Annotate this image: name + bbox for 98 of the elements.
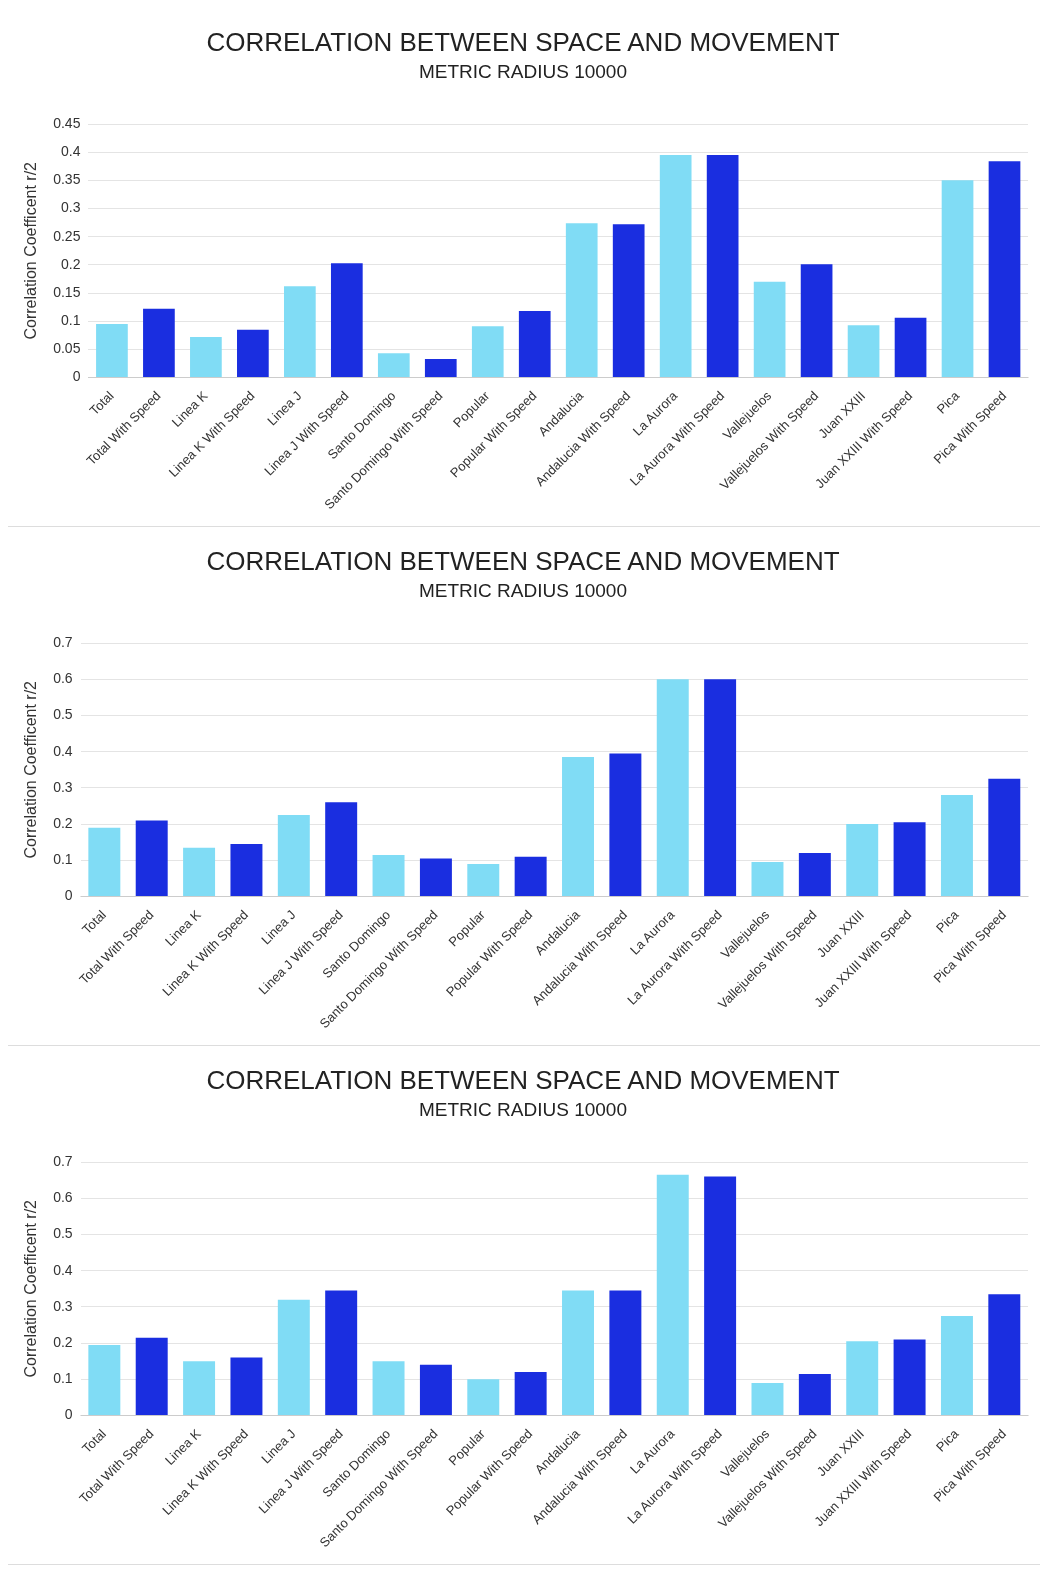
bar	[471, 326, 504, 378]
bar	[135, 1337, 168, 1416]
bar	[988, 161, 1021, 378]
bar	[893, 1339, 926, 1416]
y-axis-title: Correlation Coefficent r/2	[22, 1199, 40, 1378]
bar	[751, 862, 784, 897]
bar	[283, 286, 316, 378]
y-tick-label: 0.3	[53, 1297, 73, 1314]
bar	[372, 854, 405, 897]
bar	[325, 1290, 358, 1416]
y-tick-label: 0.1	[53, 851, 73, 868]
bar	[562, 1290, 594, 1416]
y-tick-label: 0.35	[53, 171, 81, 188]
chart-title: CORRELATION BETWEEN SPACE AND MOVEMENT	[206, 26, 840, 57]
x-tick-label: Pica	[933, 1425, 963, 1455]
y-axis-title: Correlation Coefficent r/2	[22, 680, 40, 859]
bar	[846, 1341, 879, 1416]
bar	[419, 1364, 452, 1416]
bar	[514, 1372, 547, 1416]
y-tick-label: 0.6	[53, 670, 73, 687]
y-tick-label: 0.45	[53, 114, 81, 131]
bar	[330, 263, 363, 378]
y-tick-label: 0.05	[53, 340, 81, 357]
bar	[941, 180, 974, 378]
bar	[656, 1174, 689, 1416]
bar	[940, 795, 973, 897]
y-tick-label: 0.1	[60, 312, 81, 329]
y-tick-label: 0.2	[60, 255, 81, 272]
bar	[183, 847, 216, 897]
bar	[88, 827, 121, 897]
y-tick-label: 0.5	[53, 706, 73, 723]
bar	[518, 311, 551, 378]
chart-subtitle: METRIC RADIUS 10000	[418, 60, 628, 82]
y-tick-label: 0.15	[53, 283, 81, 300]
bar	[800, 264, 833, 378]
y-tick-label: 0.3	[60, 199, 81, 216]
bar	[894, 317, 927, 378]
y-tick-label: 0.4	[60, 143, 81, 160]
y-tick-label: 0.3	[53, 778, 73, 795]
x-tick-label: Pica	[933, 387, 963, 417]
bar	[143, 308, 175, 378]
bar	[237, 329, 269, 378]
bar	[230, 844, 263, 897]
bar	[798, 1373, 831, 1416]
bar	[846, 824, 879, 897]
x-tick-label: Pica	[933, 906, 963, 936]
bar	[988, 778, 1021, 897]
chart-title: CORRELATION BETWEEN SPACE AND MOVEMENT	[206, 545, 840, 576]
bar	[704, 679, 737, 897]
bar	[372, 1361, 405, 1416]
bar	[706, 154, 739, 378]
bar	[612, 224, 645, 378]
bar	[753, 281, 786, 378]
bar	[609, 753, 642, 897]
y-tick-label: 0.4	[53, 1261, 73, 1278]
chart-subtitle: METRIC RADIUS 10000	[418, 1098, 628, 1120]
chart-title: CORRELATION BETWEEN SPACE AND MOVEMENT	[206, 1064, 840, 1095]
bar	[325, 802, 358, 897]
bar	[562, 757, 594, 897]
y-tick-label: 0	[72, 368, 81, 385]
y-tick-label: 0.1	[53, 1370, 73, 1387]
bar	[467, 1379, 500, 1416]
bar	[230, 1357, 263, 1416]
bar	[377, 353, 410, 378]
y-axis-title: Correlation Coefficent r/2	[22, 161, 40, 340]
bar	[277, 815, 310, 897]
bar	[659, 154, 692, 378]
bar	[751, 1382, 784, 1416]
bar	[565, 223, 598, 378]
bar	[183, 1361, 216, 1416]
bar	[893, 822, 926, 897]
y-tick-label: 0.7	[53, 633, 73, 650]
bar	[988, 1294, 1021, 1416]
bar	[847, 325, 880, 378]
y-tick-label: 0	[64, 1406, 73, 1423]
y-tick-label: 0.7	[53, 1152, 73, 1169]
bar	[704, 1176, 737, 1416]
bar	[277, 1299, 310, 1416]
bar	[467, 863, 500, 897]
bar	[190, 336, 222, 378]
y-tick-label: 0.2	[53, 814, 73, 831]
bar	[96, 324, 128, 378]
y-tick-label: 0.5	[53, 1225, 73, 1242]
y-tick-label: 0.4	[53, 742, 73, 759]
bar	[656, 679, 689, 897]
y-tick-label: 0.25	[53, 227, 81, 244]
bar	[424, 358, 457, 378]
bar	[798, 853, 831, 897]
y-tick-label: 0	[64, 887, 73, 904]
bar	[514, 856, 547, 897]
bar	[419, 858, 452, 897]
bar	[135, 820, 168, 897]
bar	[88, 1344, 121, 1416]
y-tick-label: 0.2	[53, 1333, 73, 1350]
chart-subtitle: METRIC RADIUS 10000	[418, 579, 628, 601]
bar	[609, 1290, 642, 1416]
bar	[940, 1315, 973, 1416]
y-tick-label: 0.6	[53, 1189, 73, 1206]
